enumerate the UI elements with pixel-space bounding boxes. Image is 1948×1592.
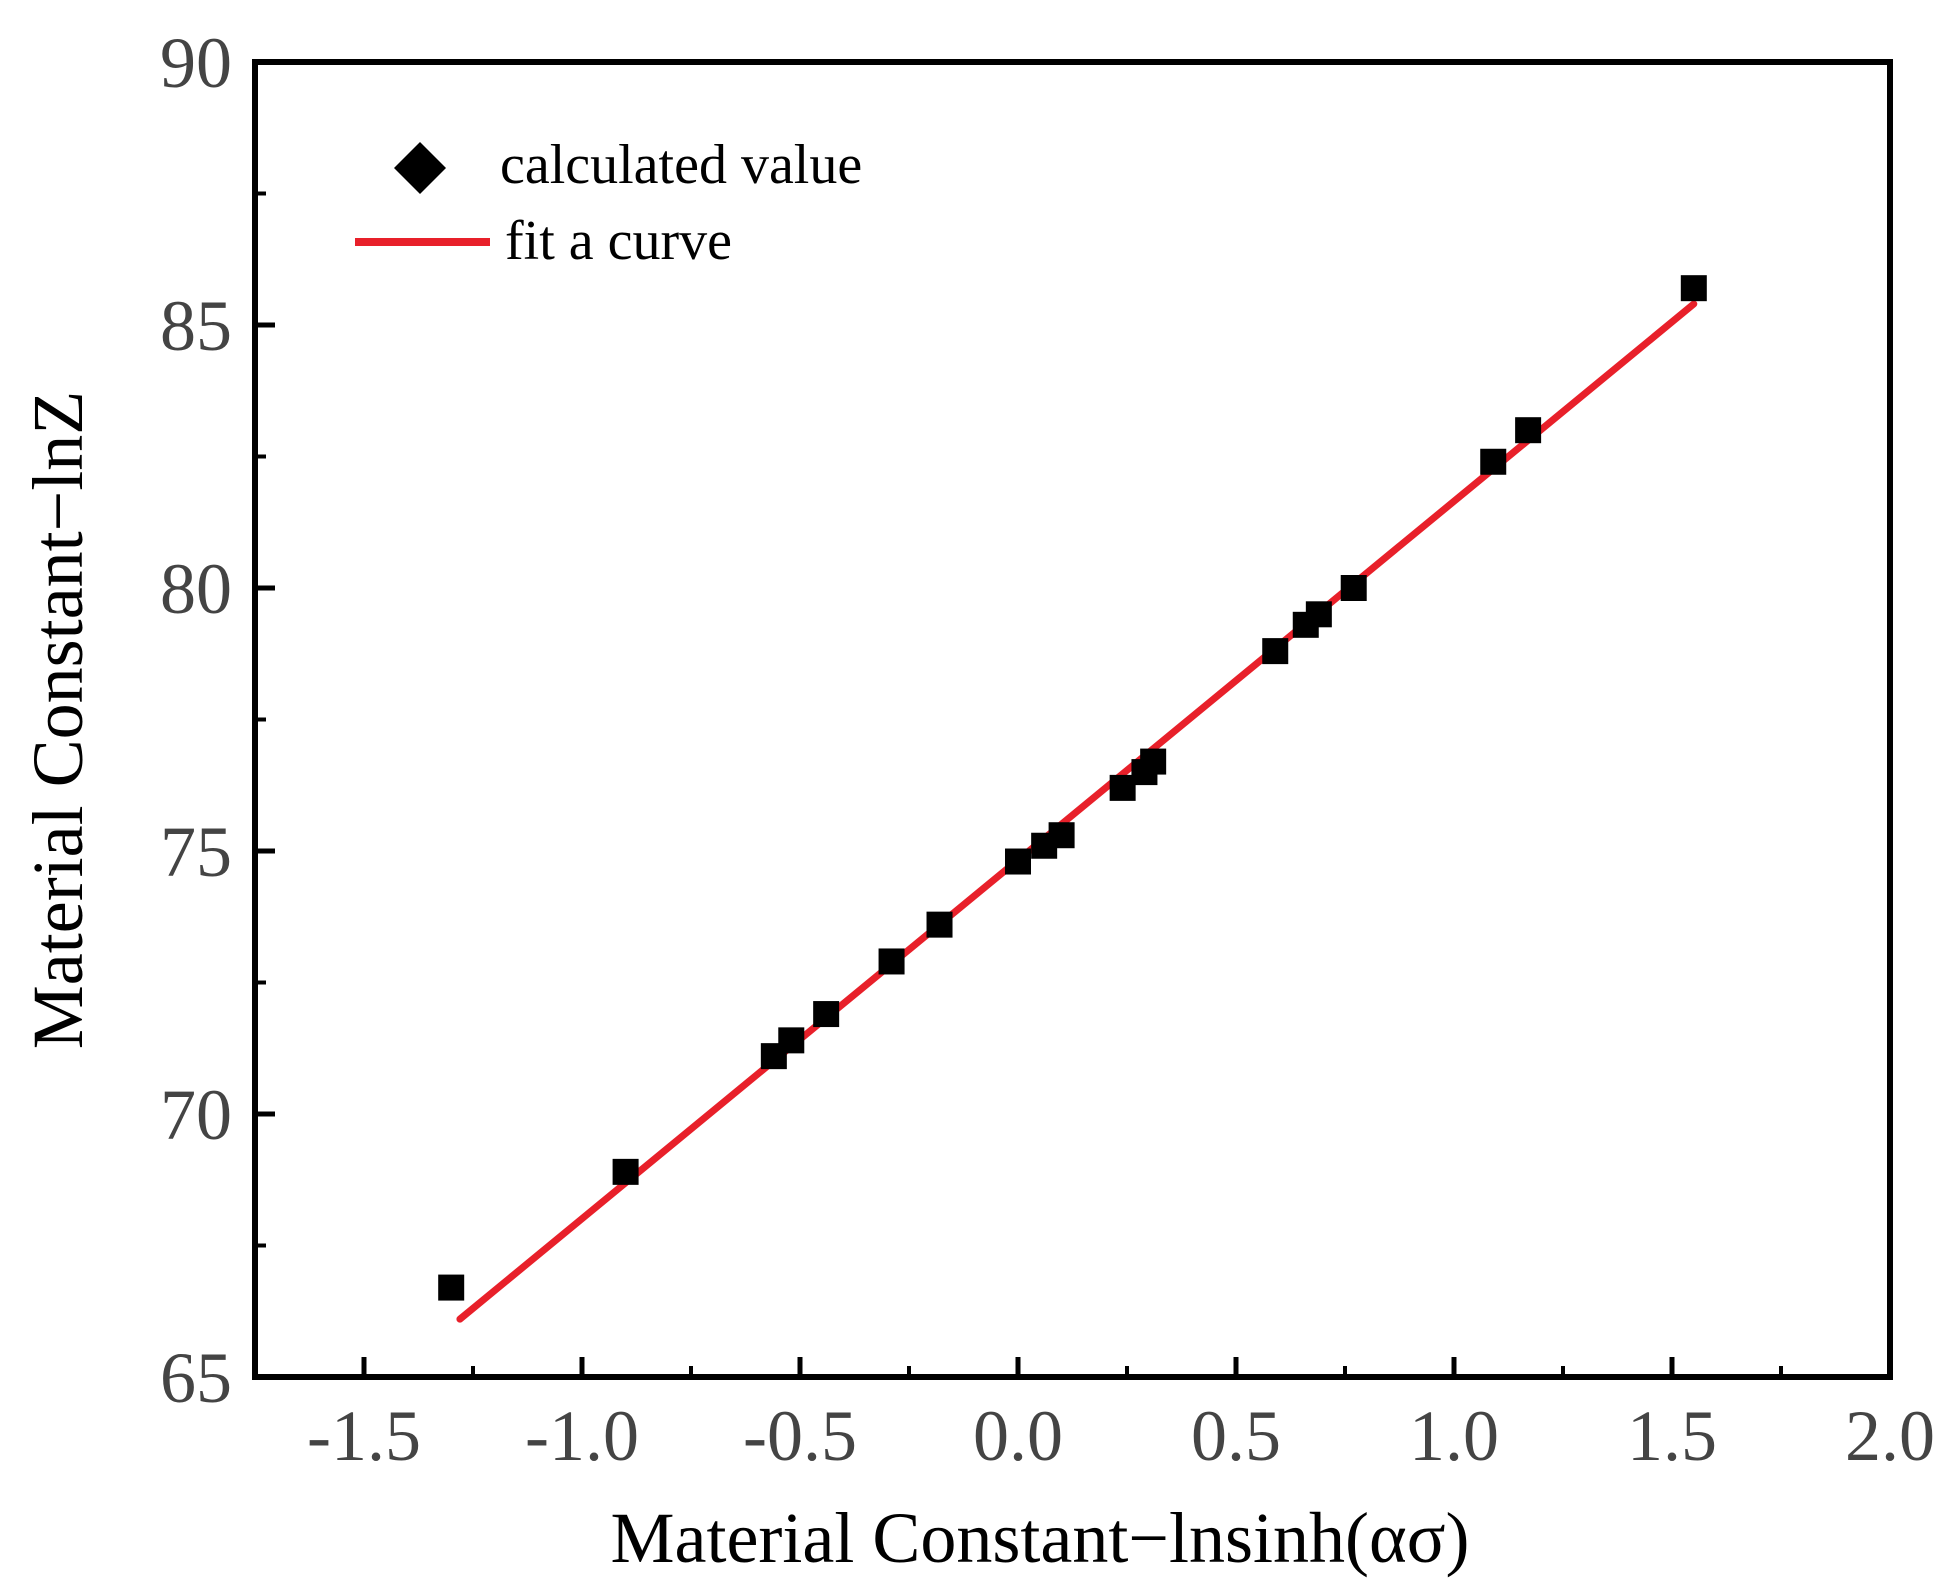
y-axis-title: Material Constant−lnZ (18, 391, 98, 1049)
y-tick-label: 80 (160, 549, 232, 629)
fit-curve-layer (456, 300, 1698, 1323)
data-point (1005, 848, 1031, 875)
y-tick-label: 75 (160, 812, 232, 892)
legend-label-calculated-value: calculated value (500, 134, 862, 196)
data-point (1140, 748, 1167, 775)
data-point (1305, 601, 1332, 628)
plot-frame (252, 59, 1893, 1380)
legend-marker-diamond-icon (394, 142, 446, 194)
y-tick-label: 90 (160, 23, 232, 103)
data-point (813, 1001, 840, 1028)
legend: calculated value fit a curve (355, 134, 862, 272)
x-tick-label: -1.5 (307, 1396, 421, 1476)
data-points-layer (438, 275, 1707, 1301)
x-tick-label: -0.5 (743, 1396, 857, 1476)
data-point (926, 911, 953, 938)
x-tick-label: 0.5 (1191, 1396, 1281, 1476)
legend-label-fit-curve: fit a curve (505, 210, 732, 272)
y-tick-label: 70 (160, 1075, 232, 1155)
x-tick-label: 1.5 (1627, 1396, 1717, 1476)
y-tick-label: 85 (160, 286, 232, 366)
data-point (1340, 575, 1367, 601)
x-axis-ticks: -1.5 -1.0 -0.5 0.0 0.5 1.0 1.5 2.0 (307, 1357, 1935, 1476)
data-point (1515, 417, 1542, 444)
data-point (1109, 774, 1136, 801)
data-point (1262, 638, 1289, 665)
data-point (1048, 822, 1075, 849)
data-point (1680, 275, 1707, 302)
y-tick-label: 65 (160, 1338, 232, 1418)
fit-curve-line (456, 300, 1698, 1323)
x-tick-label: 0.0 (973, 1396, 1063, 1476)
data-point (438, 1274, 465, 1301)
data-point (878, 948, 905, 975)
x-axis-title: Material Constant−lnsinh(ασ) (610, 1498, 1469, 1578)
data-point (612, 1158, 639, 1185)
data-point (1480, 448, 1507, 475)
x-tick-label: 2.0 (1845, 1396, 1935, 1476)
x-tick-label: 1.0 (1409, 1396, 1499, 1476)
y-axis-ticks: 65 70 75 80 85 90 (160, 23, 275, 1418)
x-tick-label: -1.0 (525, 1396, 639, 1476)
data-point (778, 1027, 805, 1054)
